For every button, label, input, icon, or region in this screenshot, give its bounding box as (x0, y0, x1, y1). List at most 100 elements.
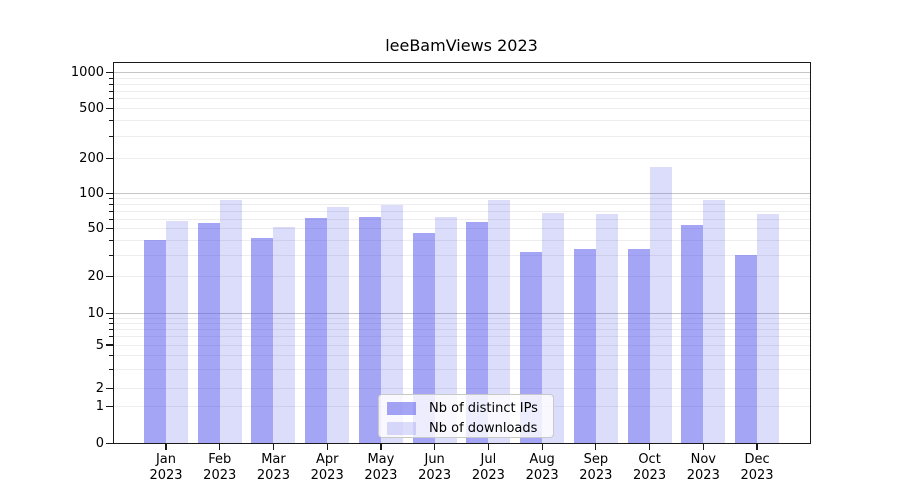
y-tick-100 (106, 192, 113, 194)
x-tick-nov-2023 (702, 443, 704, 450)
x-tick-sep-2023 (595, 443, 597, 450)
x-tick-jun-2023 (434, 443, 436, 450)
y-minor-tick-900 (109, 77, 113, 79)
y-tick-label-500: 500 (79, 100, 104, 116)
gridline-20 (112, 276, 811, 278)
x-tick-jan-2023 (165, 443, 167, 450)
legend-label-nb-of-downloads: Nb of downloads (429, 421, 538, 436)
y-minor-tick-60 (109, 218, 113, 220)
y-minor-tick-80 (109, 204, 113, 206)
y-minor-tick-70 (109, 210, 113, 212)
legend-swatch-nb-of-downloads (387, 422, 416, 435)
gridline-9 (112, 317, 811, 319)
y-minor-tick-700 (109, 90, 113, 92)
bar-nb-of-downloads-may-2023 (380, 205, 403, 444)
x-tick-may-2023 (380, 443, 382, 450)
x-tick-label-mar-2023: Mar 2023 (256, 452, 290, 483)
legend-item-nb-of-downloads: Nb of downloads (379, 419, 553, 438)
x-tick-label-jun-2023: Jun 2023 (418, 452, 452, 483)
y-tick-label-20: 20 (87, 269, 104, 285)
y-minor-tick-600 (109, 98, 113, 100)
y-minor-tick-30 (109, 254, 113, 256)
y-minor-tick-4 (109, 355, 113, 357)
bar-layer (113, 62, 812, 444)
y-minor-tick-800 (109, 83, 113, 85)
gridline-1000 (112, 72, 811, 74)
x-tick-label-may-2023: May 2023 (364, 452, 398, 483)
gridline-6 (112, 336, 811, 338)
gridline-300 (112, 135, 811, 137)
bar-nb-of-distinct-ips-oct-2023 (627, 248, 650, 444)
bar-nb-of-distinct-ips-apr-2023 (305, 218, 328, 444)
bar-nb-of-distinct-ips-sep-2023 (573, 248, 596, 444)
legend-swatch-nb-of-distinct-ips (387, 402, 416, 415)
grid-layer (112, 62, 811, 444)
y-minor-tick-40 (109, 239, 113, 241)
gridline-10 (112, 312, 811, 314)
y-tick-1000 (106, 72, 113, 74)
y-tick-10 (106, 312, 113, 314)
gridline-700 (112, 90, 811, 92)
y-minor-tick-8 (109, 323, 113, 324)
y-tick-label-200: 200 (79, 150, 104, 166)
y-minor-tick-7 (109, 329, 113, 331)
x-tick-label-sep-2023: Sep 2023 (579, 452, 613, 483)
legend-item-nb-of-distinct-ips: Nb of distinct IPs (379, 399, 553, 418)
bar-nb-of-downloads-nov-2023 (703, 199, 726, 444)
x-tick-oct-2023 (648, 443, 651, 450)
gridline-5 (112, 344, 811, 346)
y-tick-label-1: 1 (95, 399, 104, 415)
y-minor-tick-300 (109, 135, 113, 137)
gridline-200 (112, 157, 811, 159)
bar-nb-of-downloads-jul-2023 (488, 199, 511, 444)
bar-nb-of-distinct-ips-feb-2023 (197, 223, 220, 444)
bar-nb-of-distinct-ips-jan-2023 (144, 240, 166, 444)
x-tick-dec-2023 (756, 443, 758, 450)
bar-nb-of-downloads-oct-2023 (649, 166, 672, 444)
bar-nb-of-downloads-sep-2023 (595, 214, 618, 444)
bar-nb-of-distinct-ips-jun-2023 (412, 232, 435, 444)
bar-nb-of-distinct-ips-dec-2023 (735, 255, 758, 444)
x-tick-jul-2023 (487, 443, 489, 450)
gridline-500 (112, 107, 811, 109)
y-tick-label-10: 10 (87, 305, 104, 321)
y-tick-label-2: 2 (95, 380, 104, 396)
plot-area (112, 62, 812, 444)
gridline-50 (112, 227, 811, 229)
y-tick-500 (106, 107, 113, 109)
bar-nb-of-downloads-jun-2023 (434, 217, 457, 444)
y-tick-label-5: 5 (95, 337, 104, 353)
x-tick-aug-2023 (541, 443, 543, 450)
gridline-40 (112, 239, 811, 241)
y-minor-tick-6 (109, 336, 113, 338)
y-tick-20 (106, 276, 113, 278)
gridline-70 (112, 210, 811, 212)
x-tick-apr-2023 (326, 443, 328, 450)
bar-nb-of-downloads-apr-2023 (327, 207, 350, 444)
bar-nb-of-distinct-ips-may-2023 (358, 217, 381, 444)
gridline-90 (112, 198, 811, 200)
x-tick-label-feb-2023: Feb 2023 (203, 452, 237, 483)
y-tick-label-0: 0 (95, 436, 104, 451)
x-tick-label-dec-2023: Dec 2023 (740, 452, 774, 483)
x-tick-label-oct-2023: Oct 2023 (633, 452, 667, 483)
gridline-400 (112, 119, 811, 121)
gridline-60 (112, 218, 811, 220)
y-tick-1 (106, 406, 113, 408)
legend: Nb of distinct IPs Nb of downloads (378, 394, 554, 438)
y-minor-tick-9 (109, 317, 113, 319)
gridline-80 (112, 204, 811, 206)
x-tick-label-aug-2023: Aug 2023 (525, 452, 559, 483)
x-tick-label-jul-2023: Jul 2023 (471, 452, 505, 483)
y-tick-label-50: 50 (87, 220, 104, 236)
gridline-900 (112, 77, 811, 79)
legend-label-nb-of-distinct-ips: Nb of distinct IPs (429, 401, 538, 416)
x-tick-label-jan-2023: Jan 2023 (149, 452, 183, 483)
bar-nb-of-downloads-feb-2023 (219, 199, 242, 444)
y-minor-tick-90 (109, 198, 113, 200)
y-tick-50 (106, 227, 113, 229)
y-tick-0 (106, 442, 113, 445)
gridline-3 (112, 368, 811, 370)
chart-title: leeBamViews 2023 (385, 36, 538, 55)
